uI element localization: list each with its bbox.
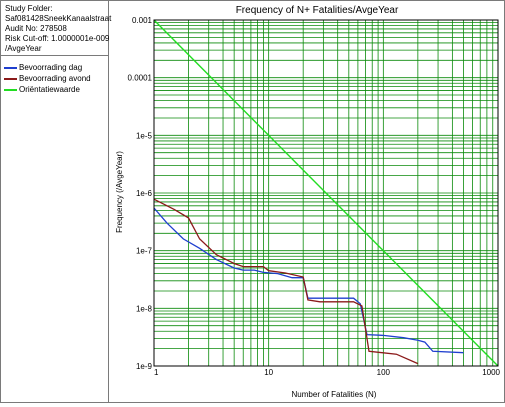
legend-label-bevoorrading-avond: Bevoorrading avond (19, 74, 91, 83)
series-line-bevoorrading-avond (153, 198, 419, 365)
y-tick-label: 1e-9 (136, 362, 153, 371)
legend-swatch-bevoorrading-dag (4, 67, 17, 69)
series-line-orientatiewaarde (153, 19, 499, 367)
legend-label-bevoorrading-dag: Bevoorrading dag (19, 63, 83, 72)
y-tick-label: 1e-8 (136, 304, 153, 313)
x-tick-label: 1 (154, 368, 159, 377)
info-study-folder-label: Study Folder: (5, 4, 53, 13)
legend-label-orientatiewaarde: Oriëntatiewaarde (19, 85, 80, 94)
y-tick-label: 1e-6 (136, 189, 153, 198)
x-tick-label: 100 (377, 368, 391, 377)
info-legend-panel: Study Folder: Saf081428SneekKanaalstraat… (1, 1, 112, 402)
series-layer (153, 19, 499, 367)
y-tick-label: 1e-5 (136, 131, 153, 140)
fn-curve-chart: Frequency of N+ Fatalities/AvgeYear Numb… (109, 1, 505, 402)
chart-title: Frequency of N+ Fatalities/AvgeYear (236, 5, 399, 16)
y-tick-label: 0.0001 (128, 74, 153, 83)
info-risk-unit: /AvgeYear (5, 44, 42, 53)
info-study-folder: Saf081428SneekKanaalstraat (5, 14, 112, 23)
info-risk-cutoff: Risk Cut-off: 1.0000001e-009 (5, 34, 110, 43)
x-tick-label: 10 (264, 368, 273, 377)
y-axis-label: Frequency (/AvgeYear) (115, 151, 124, 233)
legend-swatch-orientatiewaarde (4, 89, 17, 91)
y-tick-label: 1e-7 (136, 247, 153, 256)
plot-area-border (153, 19, 499, 367)
y-tick-label: 0.001 (132, 16, 153, 25)
tick-labels: 1 10 100 1000 0.001 0.0001 1e-5 1e-6 1e-7 1e-8 1e-… (128, 16, 501, 377)
legend-swatch-bevoorrading-avond (4, 78, 17, 80)
x-tick-label: 1000 (482, 368, 500, 377)
legend-item-orientatiewaarde: Oriëntatiewaarde (4, 84, 108, 95)
legend-item-bevoorrading-dag: Bevoorrading dag (4, 62, 108, 73)
panel-divider (1, 55, 108, 56)
legend-item-bevoorrading-avond: Bevoorrading avond (4, 73, 108, 84)
chart-canvas: Frequency of N+ Fatalities/AvgeYear Numb… (115, 5, 501, 399)
info-audit-no: Audit No: 278508 (5, 24, 67, 33)
x-axis-label: Number of Fatalities (N) (292, 390, 377, 399)
grid (154, 20, 498, 366)
